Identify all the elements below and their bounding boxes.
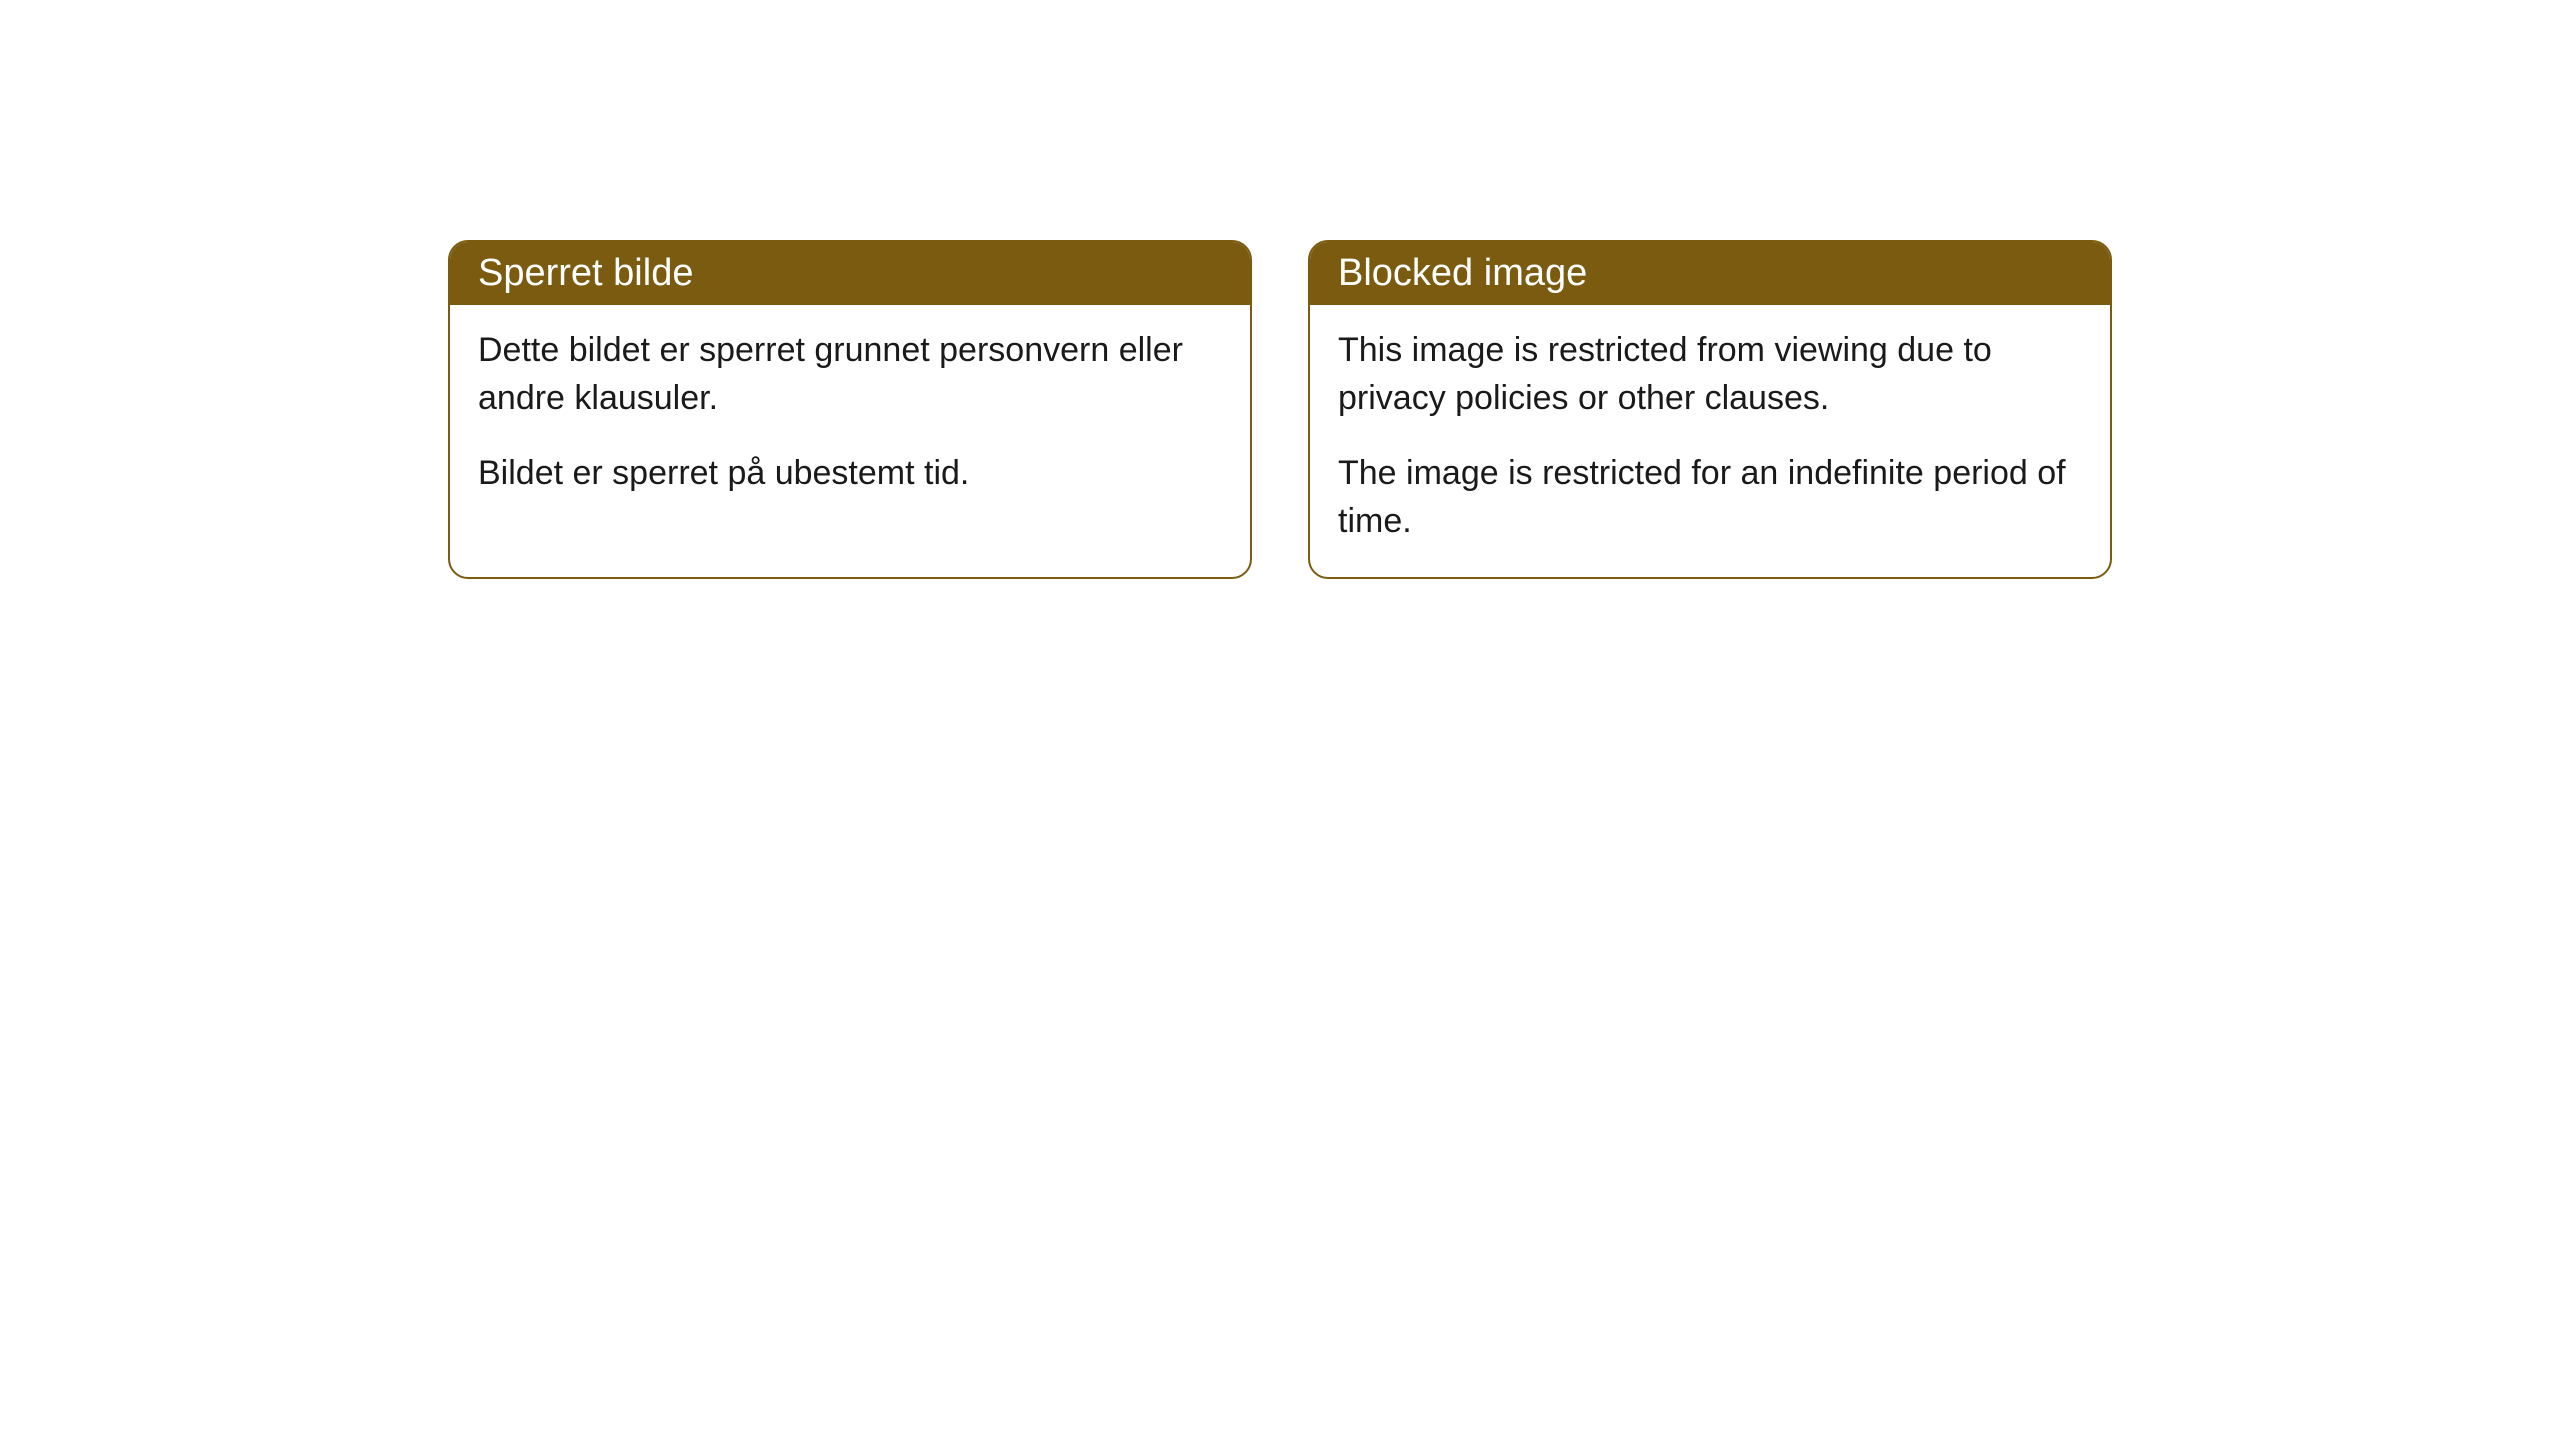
- card-paragraph-2: Bildet er sperret på ubestemt tid.: [478, 450, 1222, 498]
- notice-cards-container: Sperret bilde Dette bildet er sperret gr…: [448, 240, 2560, 579]
- card-title: Sperret bilde: [478, 252, 693, 294]
- card-paragraph-1: Dette bildet er sperret grunnet personve…: [478, 327, 1222, 422]
- card-title: Blocked image: [1338, 252, 1587, 294]
- notice-card-norwegian: Sperret bilde Dette bildet er sperret gr…: [448, 240, 1252, 579]
- card-paragraph-2: The image is restricted for an indefinit…: [1338, 450, 2082, 545]
- card-header: Sperret bilde: [450, 242, 1250, 305]
- card-header: Blocked image: [1310, 242, 2110, 305]
- card-body: This image is restricted from viewing du…: [1310, 305, 2110, 577]
- notice-card-english: Blocked image This image is restricted f…: [1308, 240, 2112, 579]
- card-body: Dette bildet er sperret grunnet personve…: [450, 305, 1250, 530]
- card-paragraph-1: This image is restricted from viewing du…: [1338, 327, 2082, 422]
